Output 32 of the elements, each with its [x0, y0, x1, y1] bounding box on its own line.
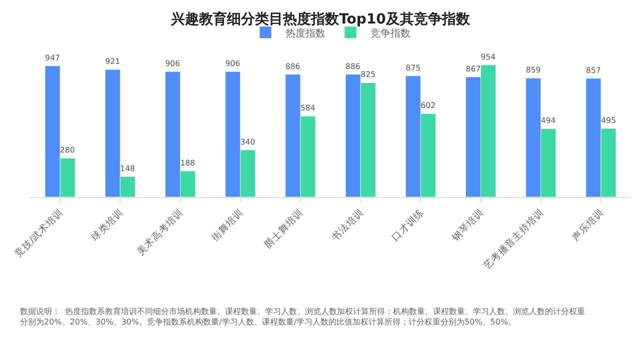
- x-tick-label: 球类培训: [88, 206, 126, 244]
- data-label: 875: [406, 63, 421, 72]
- x-tick-label: 口才训练: [389, 206, 426, 244]
- data-label: 825: [360, 70, 376, 80]
- data-label: 906: [165, 59, 180, 68]
- x-tick-label: 竞技/武术培训: [12, 206, 66, 260]
- data-label: 494: [540, 116, 556, 126]
- chart-title: 兴趣教育细分类目热度指数Top10及其竞争指数: [170, 10, 471, 28]
- data-label: 340: [240, 137, 256, 146]
- legend-label: 热度指数: [286, 27, 326, 40]
- data-label: 947: [45, 53, 60, 62]
- data-label: 921: [105, 56, 120, 66]
- data-label: 886: [285, 62, 300, 71]
- data-label: 859: [526, 66, 541, 75]
- x-tick-label: 美术高考培训: [134, 206, 186, 258]
- legend-label: 竞争指数: [370, 27, 410, 40]
- data-label: 602: [420, 101, 436, 110]
- data-label: 188: [180, 158, 196, 168]
- data-label: 495: [600, 116, 616, 125]
- data-label: 906: [225, 59, 240, 68]
- x-tick-label: 声乐培训: [570, 206, 606, 244]
- data-label: 857: [586, 66, 601, 75]
- data-label: 867: [466, 64, 481, 74]
- data-label: 886: [346, 62, 360, 71]
- x-tick-label: 书法培训: [329, 206, 366, 244]
- data-label: 280: [60, 146, 75, 155]
- data-label: 954: [480, 52, 496, 62]
- data-label: 148: [120, 164, 136, 173]
- data-label: 584: [300, 104, 316, 113]
- text: 数据说明： 热度指数系教育培训不同细分市场机构数量、课程数量、学习人数、浏览人数加权计算所得；机构数量、课程数量、学习人数、浏览人数的计分权重分别为20%、20%、30%、30%。竞争指数系机构数量/学习人数、课程数量/学习人数的比值加权计算所得；计分权重分别为50%、50%。: [20, 307, 586, 326]
- x-tick-label: 爵士舞培训: [262, 206, 306, 250]
- x-tick-label: 街舞培训: [209, 206, 246, 244]
